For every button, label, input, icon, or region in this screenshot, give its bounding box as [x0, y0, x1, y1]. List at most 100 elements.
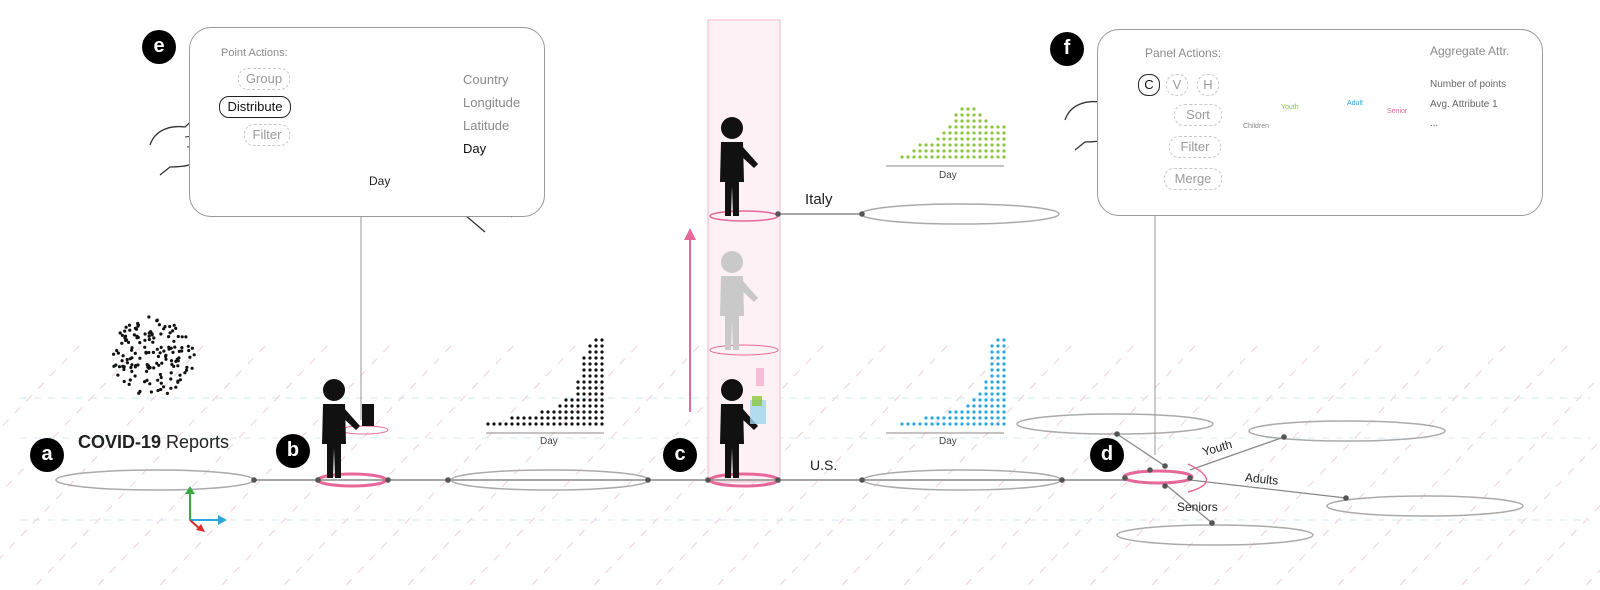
histogram-us-dot — [906, 422, 910, 426]
layout-h-button[interactable]: H — [1197, 74, 1219, 96]
connector-dot — [315, 477, 321, 483]
scatter-point — [187, 348, 191, 353]
histogram-us-dot — [990, 374, 994, 378]
histogram-b-dot — [570, 398, 574, 402]
scatter-point — [126, 340, 131, 344]
panel-filter-button[interactable]: Filter — [1169, 136, 1221, 158]
scatter-point — [169, 377, 173, 381]
scatter-point — [162, 385, 166, 389]
histogram-b-dot — [558, 416, 562, 420]
histogram-b-dot — [570, 404, 574, 408]
scatter-point — [118, 331, 122, 335]
histogram-us-dot — [1002, 392, 1006, 396]
scatter-point — [169, 359, 174, 363]
histogram-b-dot — [504, 422, 508, 426]
histogram-us-dot — [936, 422, 940, 426]
scatter-point — [169, 386, 173, 390]
histogram-italy-dot — [978, 137, 982, 141]
histogram-us-dot — [1002, 398, 1006, 402]
histogram-italy-dot — [972, 149, 976, 153]
histogram-us-dot — [990, 362, 994, 366]
scatter-point — [190, 346, 194, 350]
histogram-italy-dot — [900, 155, 904, 159]
scatter-point — [138, 356, 142, 360]
scatter-point — [147, 350, 151, 355]
histogram-us-dot — [984, 380, 988, 384]
histogram-us-dot — [966, 410, 970, 414]
badge-f: f — [1050, 32, 1084, 66]
scatter-point — [125, 361, 129, 365]
histogram-b-dot — [588, 392, 592, 396]
histogram-b-dot — [534, 416, 538, 420]
histogram-b-dot — [564, 404, 568, 408]
histogram-b-dot — [600, 368, 604, 372]
histogram-italy-dot — [954, 119, 958, 123]
histogram-b-dot — [582, 416, 586, 420]
scatter-point — [145, 369, 149, 373]
scatter-point — [124, 334, 128, 338]
histogram-b-dot — [534, 422, 538, 426]
scatter-point — [125, 357, 129, 362]
histogram-us-dot — [984, 410, 988, 414]
person-figure-c — [720, 379, 758, 478]
histogram-us-dot — [936, 416, 940, 420]
diagonal-guide-line — [655, 344, 887, 586]
layout-v-button[interactable]: V — [1166, 74, 1188, 96]
attribute-country[interactable]: Country — [463, 72, 509, 87]
histogram-us-dot — [978, 422, 982, 426]
scatter-point — [128, 378, 132, 382]
merge-button[interactable]: Merge — [1164, 168, 1222, 190]
histogram-us-dot — [990, 350, 994, 354]
histogram-us-dot — [996, 386, 1000, 390]
attribute-day[interactable]: Day — [463, 141, 487, 156]
histogram-us-dot — [996, 404, 1000, 408]
distribute-button[interactable]: Distribute — [219, 96, 291, 118]
connector-dot — [1114, 431, 1120, 437]
histogram-us-dot — [996, 416, 1000, 420]
filter-button[interactable]: Filter — [244, 124, 290, 146]
histogram-b-dot — [522, 416, 526, 420]
histogram-italy-dot — [1002, 137, 1006, 141]
diagonal-guide-line — [469, 344, 701, 586]
attribute-latitude[interactable]: Latitude — [463, 118, 510, 133]
layout-c-button[interactable]: C — [1138, 74, 1160, 96]
connector-dot — [1187, 475, 1193, 481]
scatter-point — [122, 379, 126, 384]
sort-button[interactable]: Sort — [1174, 104, 1222, 126]
histogram-us-dot — [996, 362, 1000, 366]
group-button[interactable]: Group — [238, 68, 290, 90]
branch-line — [1116, 433, 1166, 467]
histogram-italy-dot — [972, 155, 976, 159]
connector-dot — [1281, 434, 1287, 440]
scatter-point — [172, 323, 176, 327]
histogram-b-dot — [576, 422, 580, 426]
attribute-longitude[interactable]: Longitude — [463, 95, 521, 110]
histogram-italy-dot — [1002, 125, 1006, 129]
diagonal-guide-line — [1275, 344, 1507, 586]
histogram-b-dot — [588, 404, 592, 408]
histogram-us-dot — [960, 410, 964, 414]
scatter-point — [130, 348, 134, 352]
aggregate-item-avg[interactable]: Avg. Attribute 1 — [1430, 99, 1498, 110]
connector-dot — [445, 477, 451, 483]
histogram-b-dot — [570, 422, 574, 426]
histogram-b-dot — [582, 368, 586, 372]
histogram-italy-dot — [984, 131, 988, 135]
diagonal-guide-line — [841, 344, 1073, 586]
histogram-b-dot — [582, 386, 586, 390]
histogram-b-dot — [576, 410, 580, 414]
histogram-b-dot — [594, 350, 598, 354]
histogram-italy-dot — [924, 155, 928, 159]
highlight-ring — [1122, 469, 1194, 485]
scatter-point — [143, 338, 147, 342]
scatter-point — [127, 323, 132, 327]
histogram-italy-dot — [978, 155, 982, 159]
histogram-italy-dot — [942, 143, 946, 147]
connector-dot — [1162, 463, 1168, 469]
held-histogram-italy — [752, 396, 762, 406]
histogram-b-dot — [576, 392, 580, 396]
aggregate-item-more: ... — [1430, 118, 1439, 129]
histogram-italy-dot — [1002, 131, 1006, 135]
aggregate-item-count[interactable]: Number of points — [1430, 79, 1507, 90]
